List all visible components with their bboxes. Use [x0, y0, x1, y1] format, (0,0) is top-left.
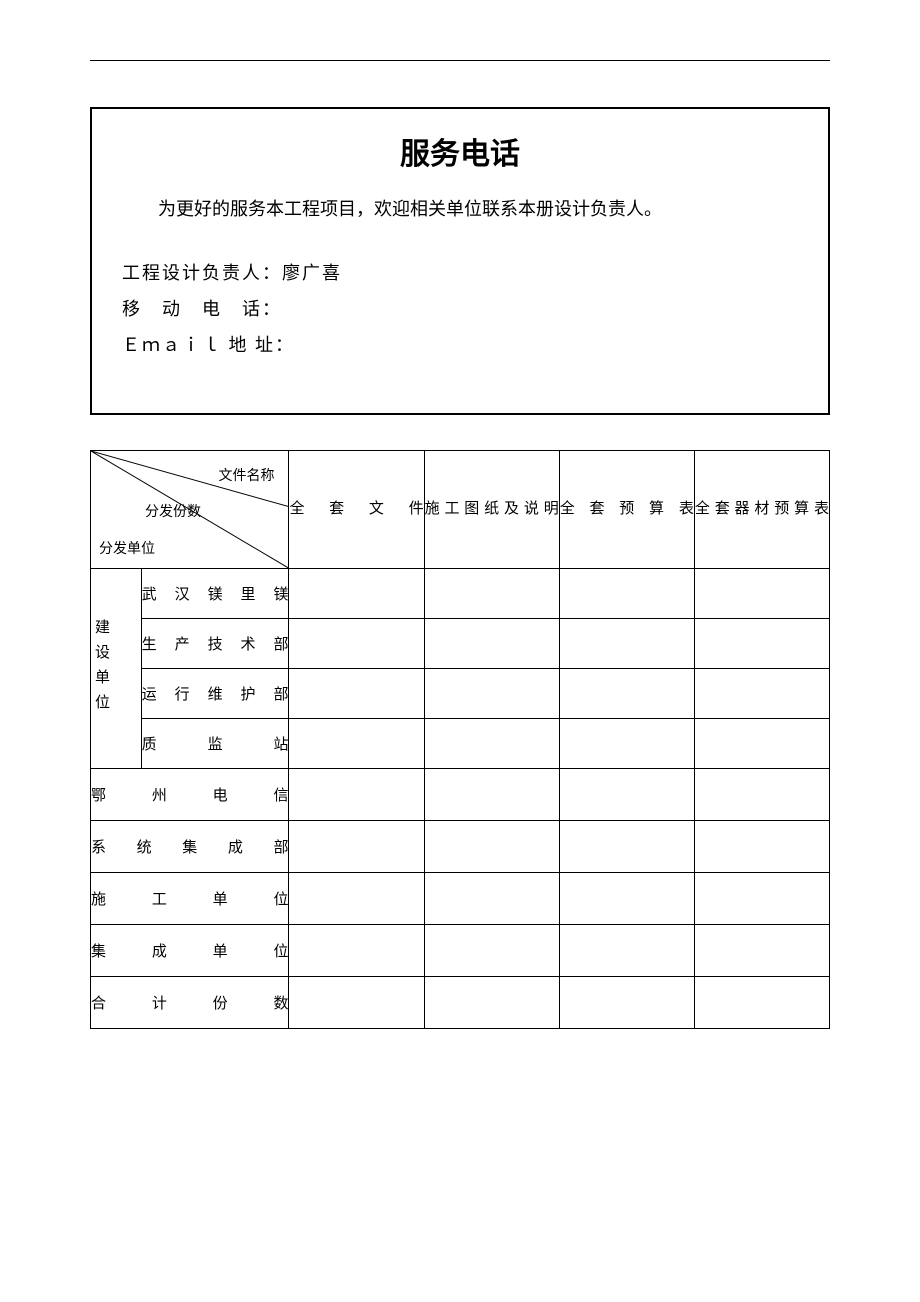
- data-cell: [424, 873, 559, 925]
- data-cell: [694, 569, 829, 619]
- group-label-cell: 建设单位: [91, 569, 142, 769]
- data-cell: [424, 669, 559, 719]
- data-cell: [694, 977, 829, 1029]
- data-cell: [424, 925, 559, 977]
- row-label: 武汉镁里镁: [141, 569, 289, 619]
- data-cell: [289, 821, 424, 873]
- row-label: 合计份数: [91, 977, 289, 1029]
- data-cell: [559, 569, 694, 619]
- email-line: Ｅｍａｉｌ 地 址：: [122, 327, 798, 363]
- data-cell: [559, 977, 694, 1029]
- data-cell: [694, 821, 829, 873]
- diag-label-unit: 分发单位: [99, 538, 155, 558]
- data-cell: [424, 569, 559, 619]
- data-cell: [559, 769, 694, 821]
- data-cell: [559, 821, 694, 873]
- table-row: 系统集成部: [91, 821, 830, 873]
- data-cell: [694, 873, 829, 925]
- data-cell: [424, 821, 559, 873]
- column-header: 施工图纸及说明: [424, 451, 559, 569]
- data-cell: [289, 925, 424, 977]
- table-row: 合计份数: [91, 977, 830, 1029]
- data-cell: [289, 669, 424, 719]
- data-cell: [289, 977, 424, 1029]
- data-cell: [559, 619, 694, 669]
- column-header: 全套文件: [289, 451, 424, 569]
- diag-label-copies: 分发份数: [145, 501, 201, 521]
- diag-label-filename: 文件名称: [218, 465, 274, 485]
- table-row: 生产技术部: [91, 619, 830, 669]
- data-cell: [559, 925, 694, 977]
- data-cell: [289, 719, 424, 769]
- mobile-label: 移 动 电 话：: [122, 299, 282, 319]
- mobile-line: 移 动 电 话：: [122, 291, 798, 327]
- responsible-value: 廖广喜: [282, 263, 342, 283]
- data-cell: [424, 769, 559, 821]
- row-label: 施工单位: [91, 873, 289, 925]
- table-row: 鄂州电信: [91, 769, 830, 821]
- data-cell: [424, 619, 559, 669]
- row-label: 质监站: [141, 719, 289, 769]
- row-label: 运行维护部: [141, 669, 289, 719]
- diagonal-header-cell: 文件名称 分发份数 分发单位: [91, 451, 289, 569]
- responsible-label: 工程设计负责人：: [122, 263, 282, 283]
- group-label: 建设单位: [91, 609, 112, 729]
- row-label: 生产技术部: [141, 619, 289, 669]
- email-label: Ｅｍａｉｌ 地 址：: [122, 335, 295, 355]
- data-cell: [559, 873, 694, 925]
- data-cell: [424, 977, 559, 1029]
- row-label: 系统集成部: [91, 821, 289, 873]
- data-cell: [694, 669, 829, 719]
- table-row: 质监站: [91, 719, 830, 769]
- data-cell: [289, 619, 424, 669]
- data-cell: [289, 873, 424, 925]
- data-cell: [694, 619, 829, 669]
- table-row: 施工单位: [91, 873, 830, 925]
- table-row: 集成单位: [91, 925, 830, 977]
- data-cell: [559, 669, 694, 719]
- row-label: 鄂州电信: [91, 769, 289, 821]
- table-row: 运行维护部: [91, 669, 830, 719]
- table-header-row: 文件名称 分发份数 分发单位 全套文件 施工图纸及说明 全套预算表 全套器材预算…: [91, 451, 830, 569]
- distribution-table: 文件名称 分发份数 分发单位 全套文件 施工图纸及说明 全套预算表 全套器材预算…: [90, 450, 830, 1029]
- data-cell: [424, 719, 559, 769]
- column-header: 全套器材预算表: [694, 451, 829, 569]
- column-header: 全套预算表: [559, 451, 694, 569]
- responsible-line: 工程设计负责人：廖广喜: [122, 255, 798, 291]
- info-box-description: 为更好的服务本工程项目，欢迎相关单位联系本册设计负责人。: [122, 193, 798, 225]
- data-cell: [559, 719, 694, 769]
- row-label: 集成单位: [91, 925, 289, 977]
- data-cell: [694, 719, 829, 769]
- info-box-title: 服务电话: [122, 129, 798, 173]
- data-cell: [694, 769, 829, 821]
- service-info-box: 服务电话 为更好的服务本工程项目，欢迎相关单位联系本册设计负责人。 工程设计负责…: [90, 107, 830, 415]
- page-top-rule: [90, 60, 830, 67]
- data-cell: [694, 925, 829, 977]
- data-cell: [289, 769, 424, 821]
- table-row: 建设单位 武汉镁里镁: [91, 569, 830, 619]
- data-cell: [289, 569, 424, 619]
